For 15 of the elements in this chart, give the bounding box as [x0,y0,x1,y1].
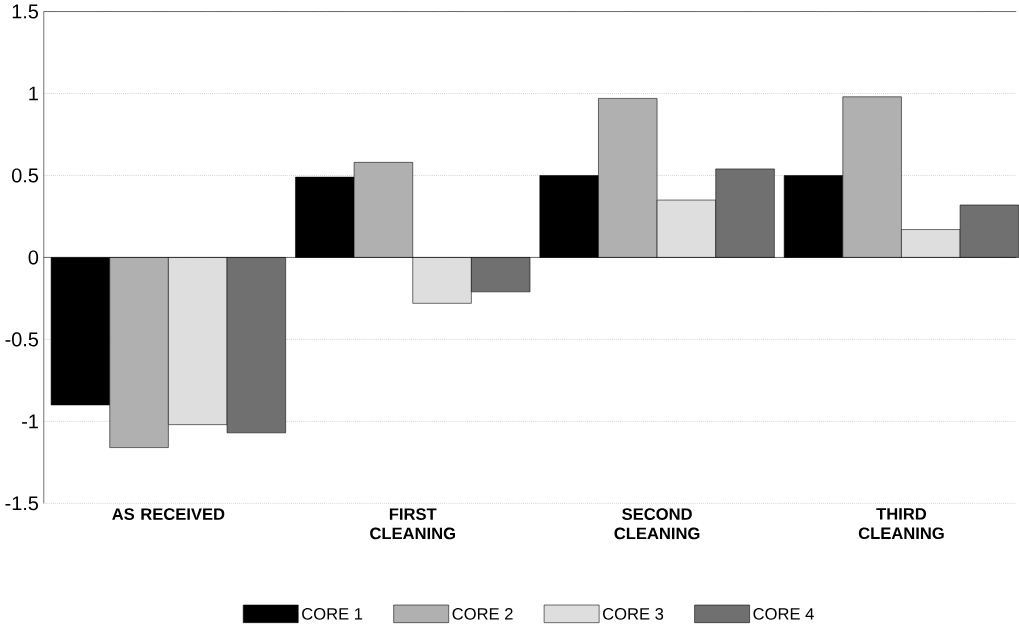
y-tick-label: 1.5 [12,4,39,19]
legend-label: CORE 1 [302,607,363,620]
x-tick-label: AS RECEIVED [112,508,225,520]
legend-label: CORE 2 [452,607,513,620]
y-tick-label: 0 [28,250,39,265]
x-tick-label: FIRST CLEANING [370,508,455,540]
y-tick-label: 1 [29,86,38,101]
y-tick-label: 0.5 [12,168,39,183]
y-tick-label: -0.5 [5,332,39,347]
legend-label: CORE 3 [603,607,664,620]
y-tick-label: -1 [22,414,38,429]
legend-label: CORE 4 [753,607,814,620]
x-tick-label: THIRD CLEANING [858,508,944,540]
y-tick-label: -1.5 [5,496,39,511]
x-tick-label: SECOND CLEANING [614,508,700,540]
